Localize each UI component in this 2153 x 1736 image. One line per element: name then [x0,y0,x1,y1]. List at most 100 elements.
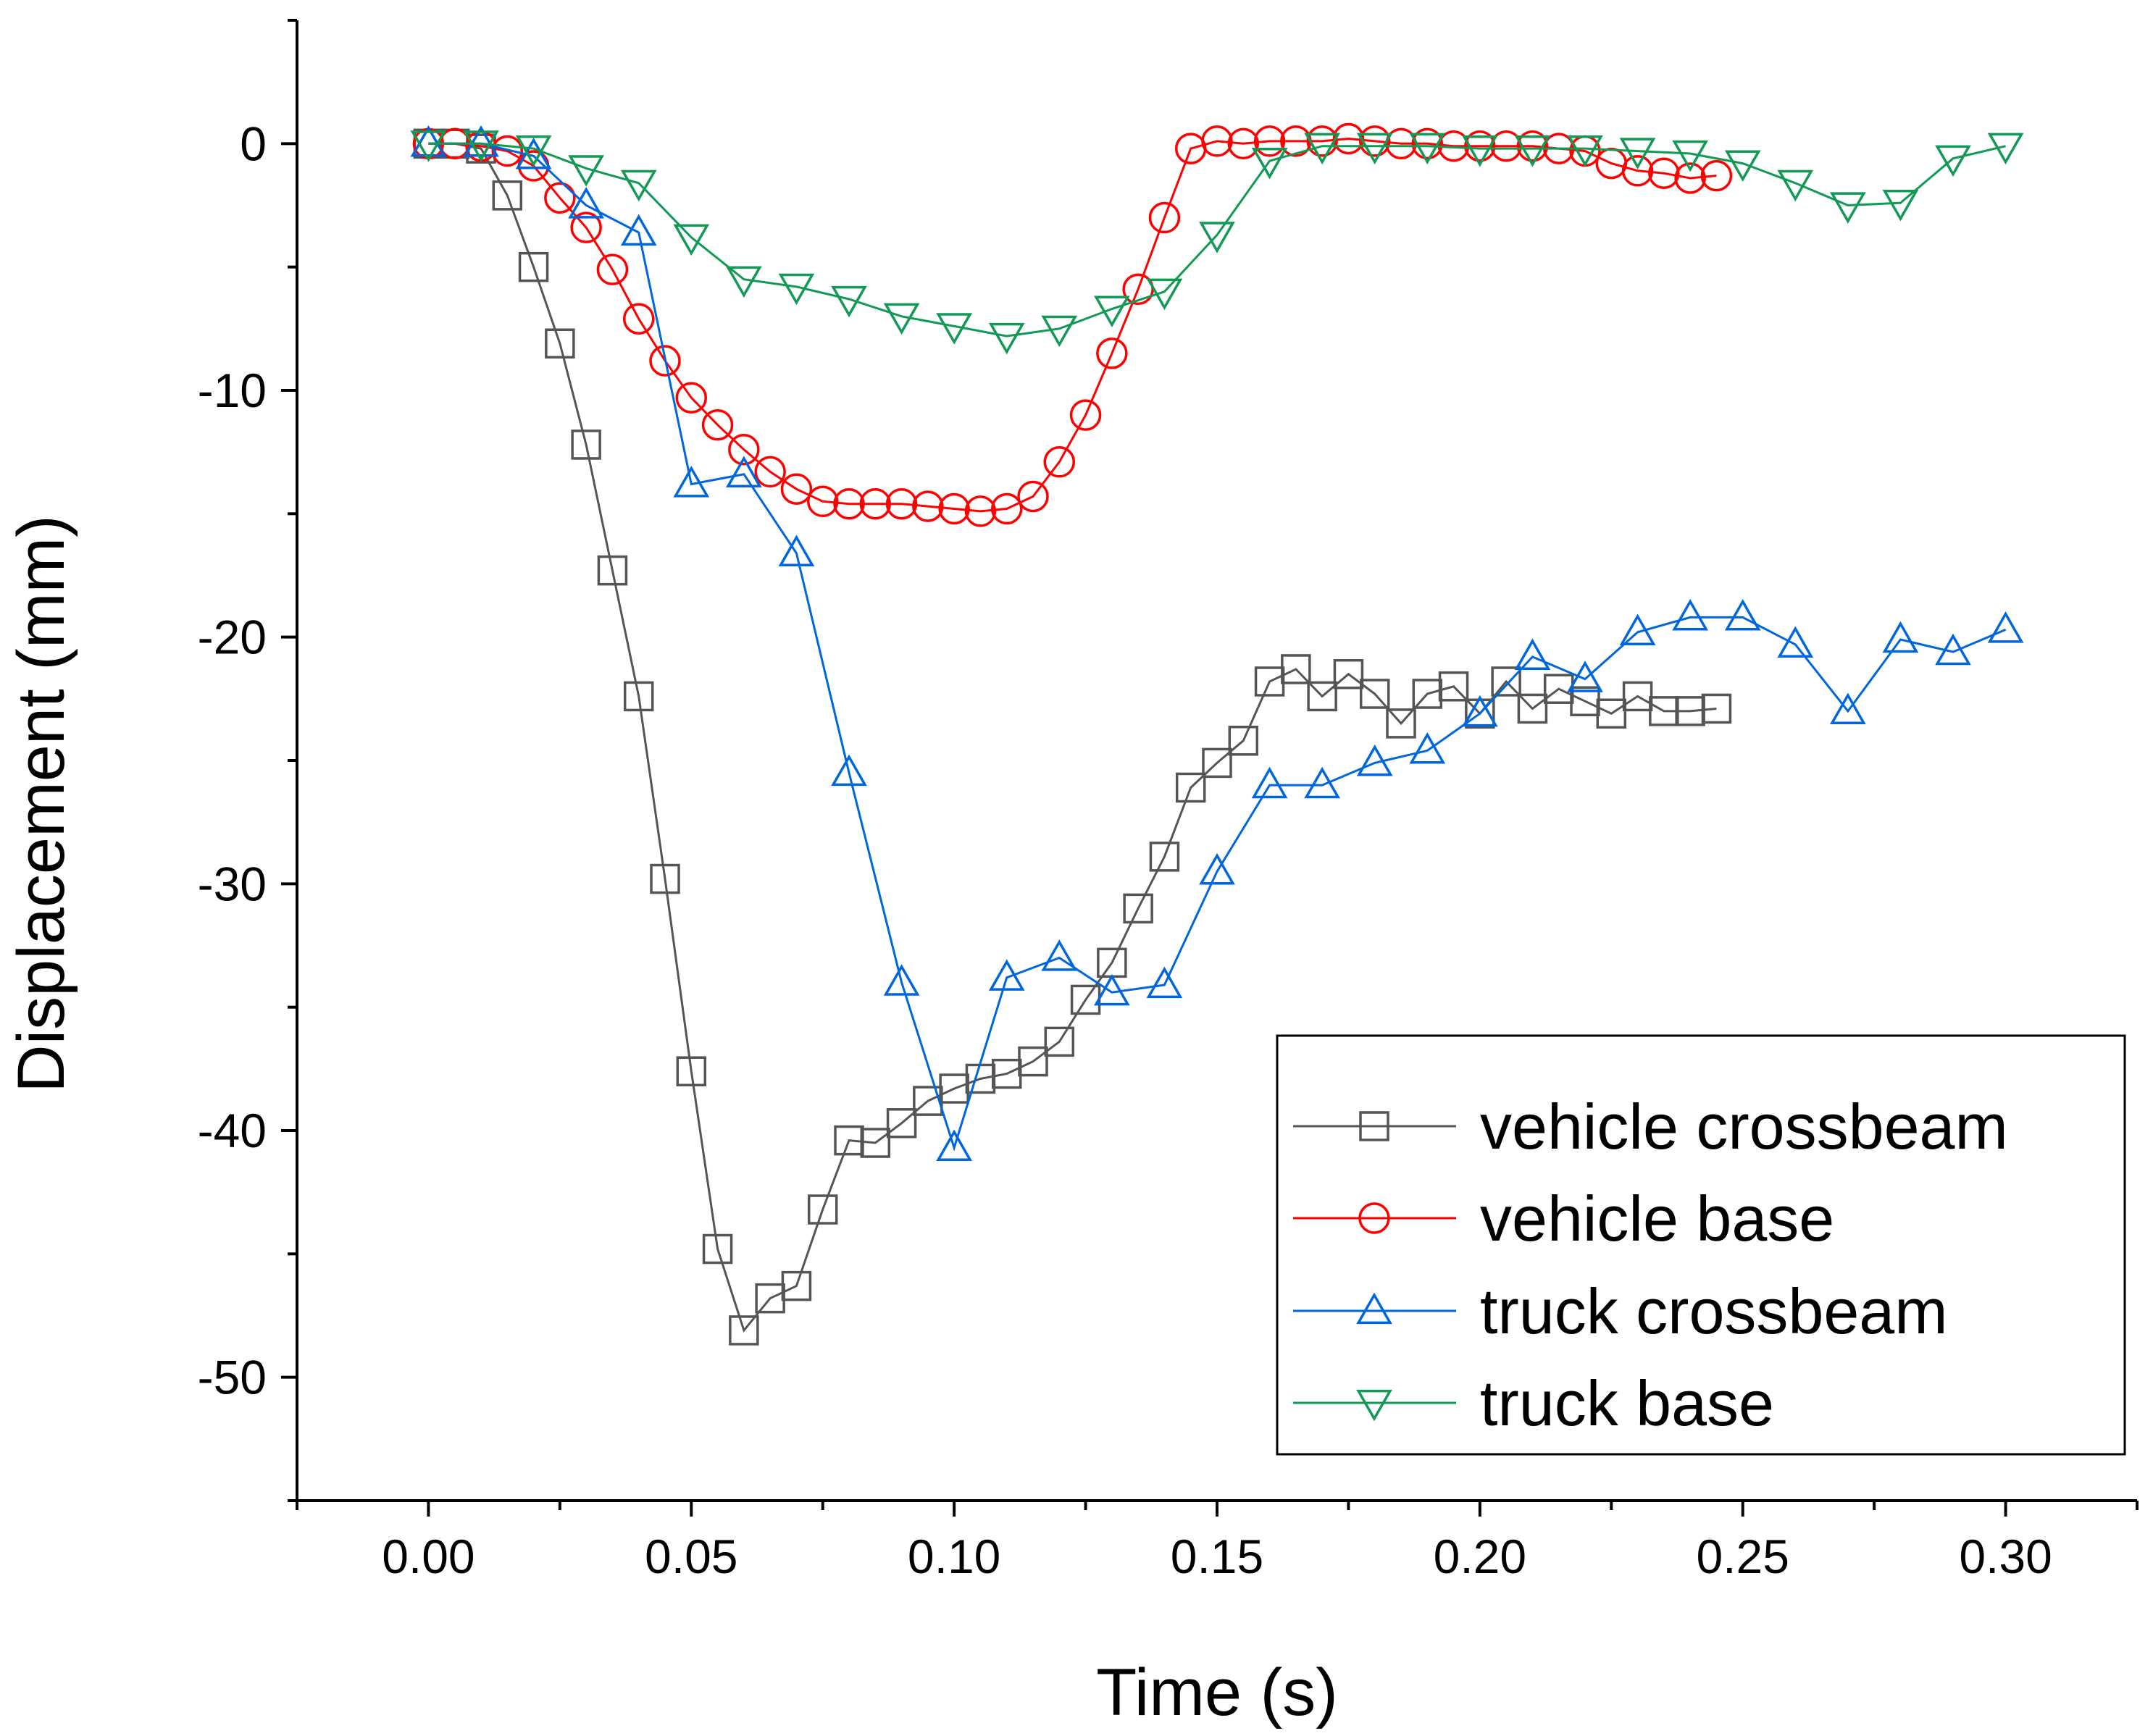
data-point-vehicle-crossbeam [1044,1026,1075,1057]
data-point-vehicle-base [1253,125,1286,157]
data-point-vehicle-base [806,485,839,518]
data-point-vehicle-crossbeam [650,863,680,894]
data-point-vehicle-base [1096,337,1128,369]
data-point-truck-crossbeam [831,754,867,787]
data-point-truck-crossbeam [1093,973,1130,1006]
data-point-vehicle-crossbeam [781,1270,812,1301]
data-point-truck-base [1356,133,1393,165]
legend-label-vehicle-base: vehicle base [1480,1183,1834,1254]
x-axis-title: Time (s) [1096,1656,1338,1729]
x-tick-label: 0.05 [645,1530,737,1583]
data-point-vehicle-base [1674,162,1706,194]
data-point-vehicle-base [1358,125,1391,157]
data-point-vehicle-crossbeam [1491,666,1521,697]
data-point-vehicle-base [1700,159,1733,192]
legend-box [1276,1034,2126,1456]
data-point-truck-base [1672,140,1709,172]
x-tick-label: 0.20 [1434,1530,1526,1583]
data-point-vehicle-base [990,492,1023,525]
data-point-vehicle-base [912,490,944,522]
data-point-vehicle-base [1201,125,1233,157]
data-point-vehicle-crossbeam [1018,1046,1048,1077]
series-truck-crossbeam [410,125,2024,1161]
legend-marker-vehicle-base [1358,1202,1390,1234]
data-point-truck-crossbeam [1567,661,1603,692]
data-point-truck-base [620,169,657,202]
y-tick-label: 0 [240,117,267,170]
data-point-truck-crossbeam [1251,766,1288,799]
data-point-truck-base [1041,315,1078,348]
y-tick-label: -30 [198,857,267,910]
legend-label-truck-base: truck base [1480,1367,1774,1439]
series-vehicle-crossbeam [413,128,1732,1346]
data-point-vehicle-base [1648,157,1680,189]
data-point-vehicle-crossbeam [1149,842,1180,872]
data-point-truck-crossbeam [1304,766,1341,799]
data-point-truck-base [936,313,973,345]
data-point-vehicle-base [622,303,655,335]
data-point-vehicle-base [1516,130,1549,162]
series-line-vehicle-crossbeam [428,142,1717,1333]
data-point-vehicle-crossbeam [1596,698,1627,729]
data-point-truck-base [1724,150,1761,182]
data-point-vehicle-base [1411,127,1444,160]
data-point-vehicle-crossbeam [1175,772,1206,803]
data-point-vehicle-crossbeam [597,555,628,586]
data-point-truck-crossbeam [620,214,657,246]
data-point-vehicle-base [570,211,602,243]
data-point-vehicle-crossbeam [729,1315,759,1346]
series-line-vehicle-base [428,137,1717,513]
y-tick-label: -10 [198,364,267,417]
data-point-truck-base [1829,192,1866,224]
data-point-truck-base [1514,135,1551,167]
series-truck-base [410,130,2024,355]
axes: 0 -10 -20 -30 -40 -50 0.00 0.05 0.10 0.15 0.20 0.25… [198,19,2139,1583]
data-point-vehicle-crossbeam [702,1233,733,1265]
data-point-truck-crossbeam [1777,626,1814,658]
data-point-vehicle-crossbeam [1438,671,1469,702]
data-point-vehicle-base [1043,446,1076,478]
data-point-truck-base [778,273,815,306]
data-point-vehicle-base [1332,122,1365,155]
data-point-vehicle-base [491,135,524,167]
data-point-vehicle-base [780,473,813,506]
data-point-truck-base [1093,295,1130,327]
y-tick-label: -20 [198,611,267,664]
legend-marker-truck-crossbeam [1356,1292,1392,1325]
data-point-vehicle-crossbeam [1359,679,1390,709]
legend-marker-truck-base [1356,1389,1392,1422]
data-point-truck-base [673,224,710,256]
data-point-truck-crossbeam [410,125,447,157]
series-line-truck-crossbeam [428,142,2007,1152]
data-point-truck-base [1251,148,1288,180]
data-point-truck-base [883,303,920,335]
data-point-truck-crossbeam [1672,599,1709,631]
data-point-vehicle-base [885,487,918,520]
data-point-vehicle-base [1069,399,1102,431]
data-point-vehicle-base [675,382,708,414]
data-point-truck-base [725,266,762,298]
data-point-truck-base [1935,145,1971,177]
data-point-vehicle-base [596,253,629,285]
data-point-vehicle-crossbeam [1701,693,1732,724]
data-point-truck-crossbeam [778,534,815,566]
data-point-vehicle-base [1148,201,1181,234]
data-point-truck-base [1567,135,1603,167]
data-point-vehicle-crossbeam [1307,681,1337,712]
data-point-vehicle-base [964,495,997,527]
data-point-truck-crossbeam [1356,745,1393,776]
data-point-vehicle-crossbeam [1281,654,1311,684]
data-point-vehicle-crossbeam [1386,708,1416,739]
x-tick-label: 0.25 [1696,1530,1789,1583]
data-point-vehicle-crossbeam [676,1056,707,1086]
data-point-vehicle-crossbeam [492,180,523,211]
data-point-truck-crossbeam [1935,633,1971,666]
data-point-truck-crossbeam [1199,852,1235,885]
data-point-vehicle-crossbeam [1228,725,1259,756]
data-point-vehicle-base [833,487,865,520]
data-point-truck-crossbeam [1829,692,1866,725]
x-tick-label: 0.15 [1171,1530,1263,1583]
x-tick-label: 0.30 [1959,1530,2052,1583]
data-point-vehicle-crossbeam [518,251,549,282]
